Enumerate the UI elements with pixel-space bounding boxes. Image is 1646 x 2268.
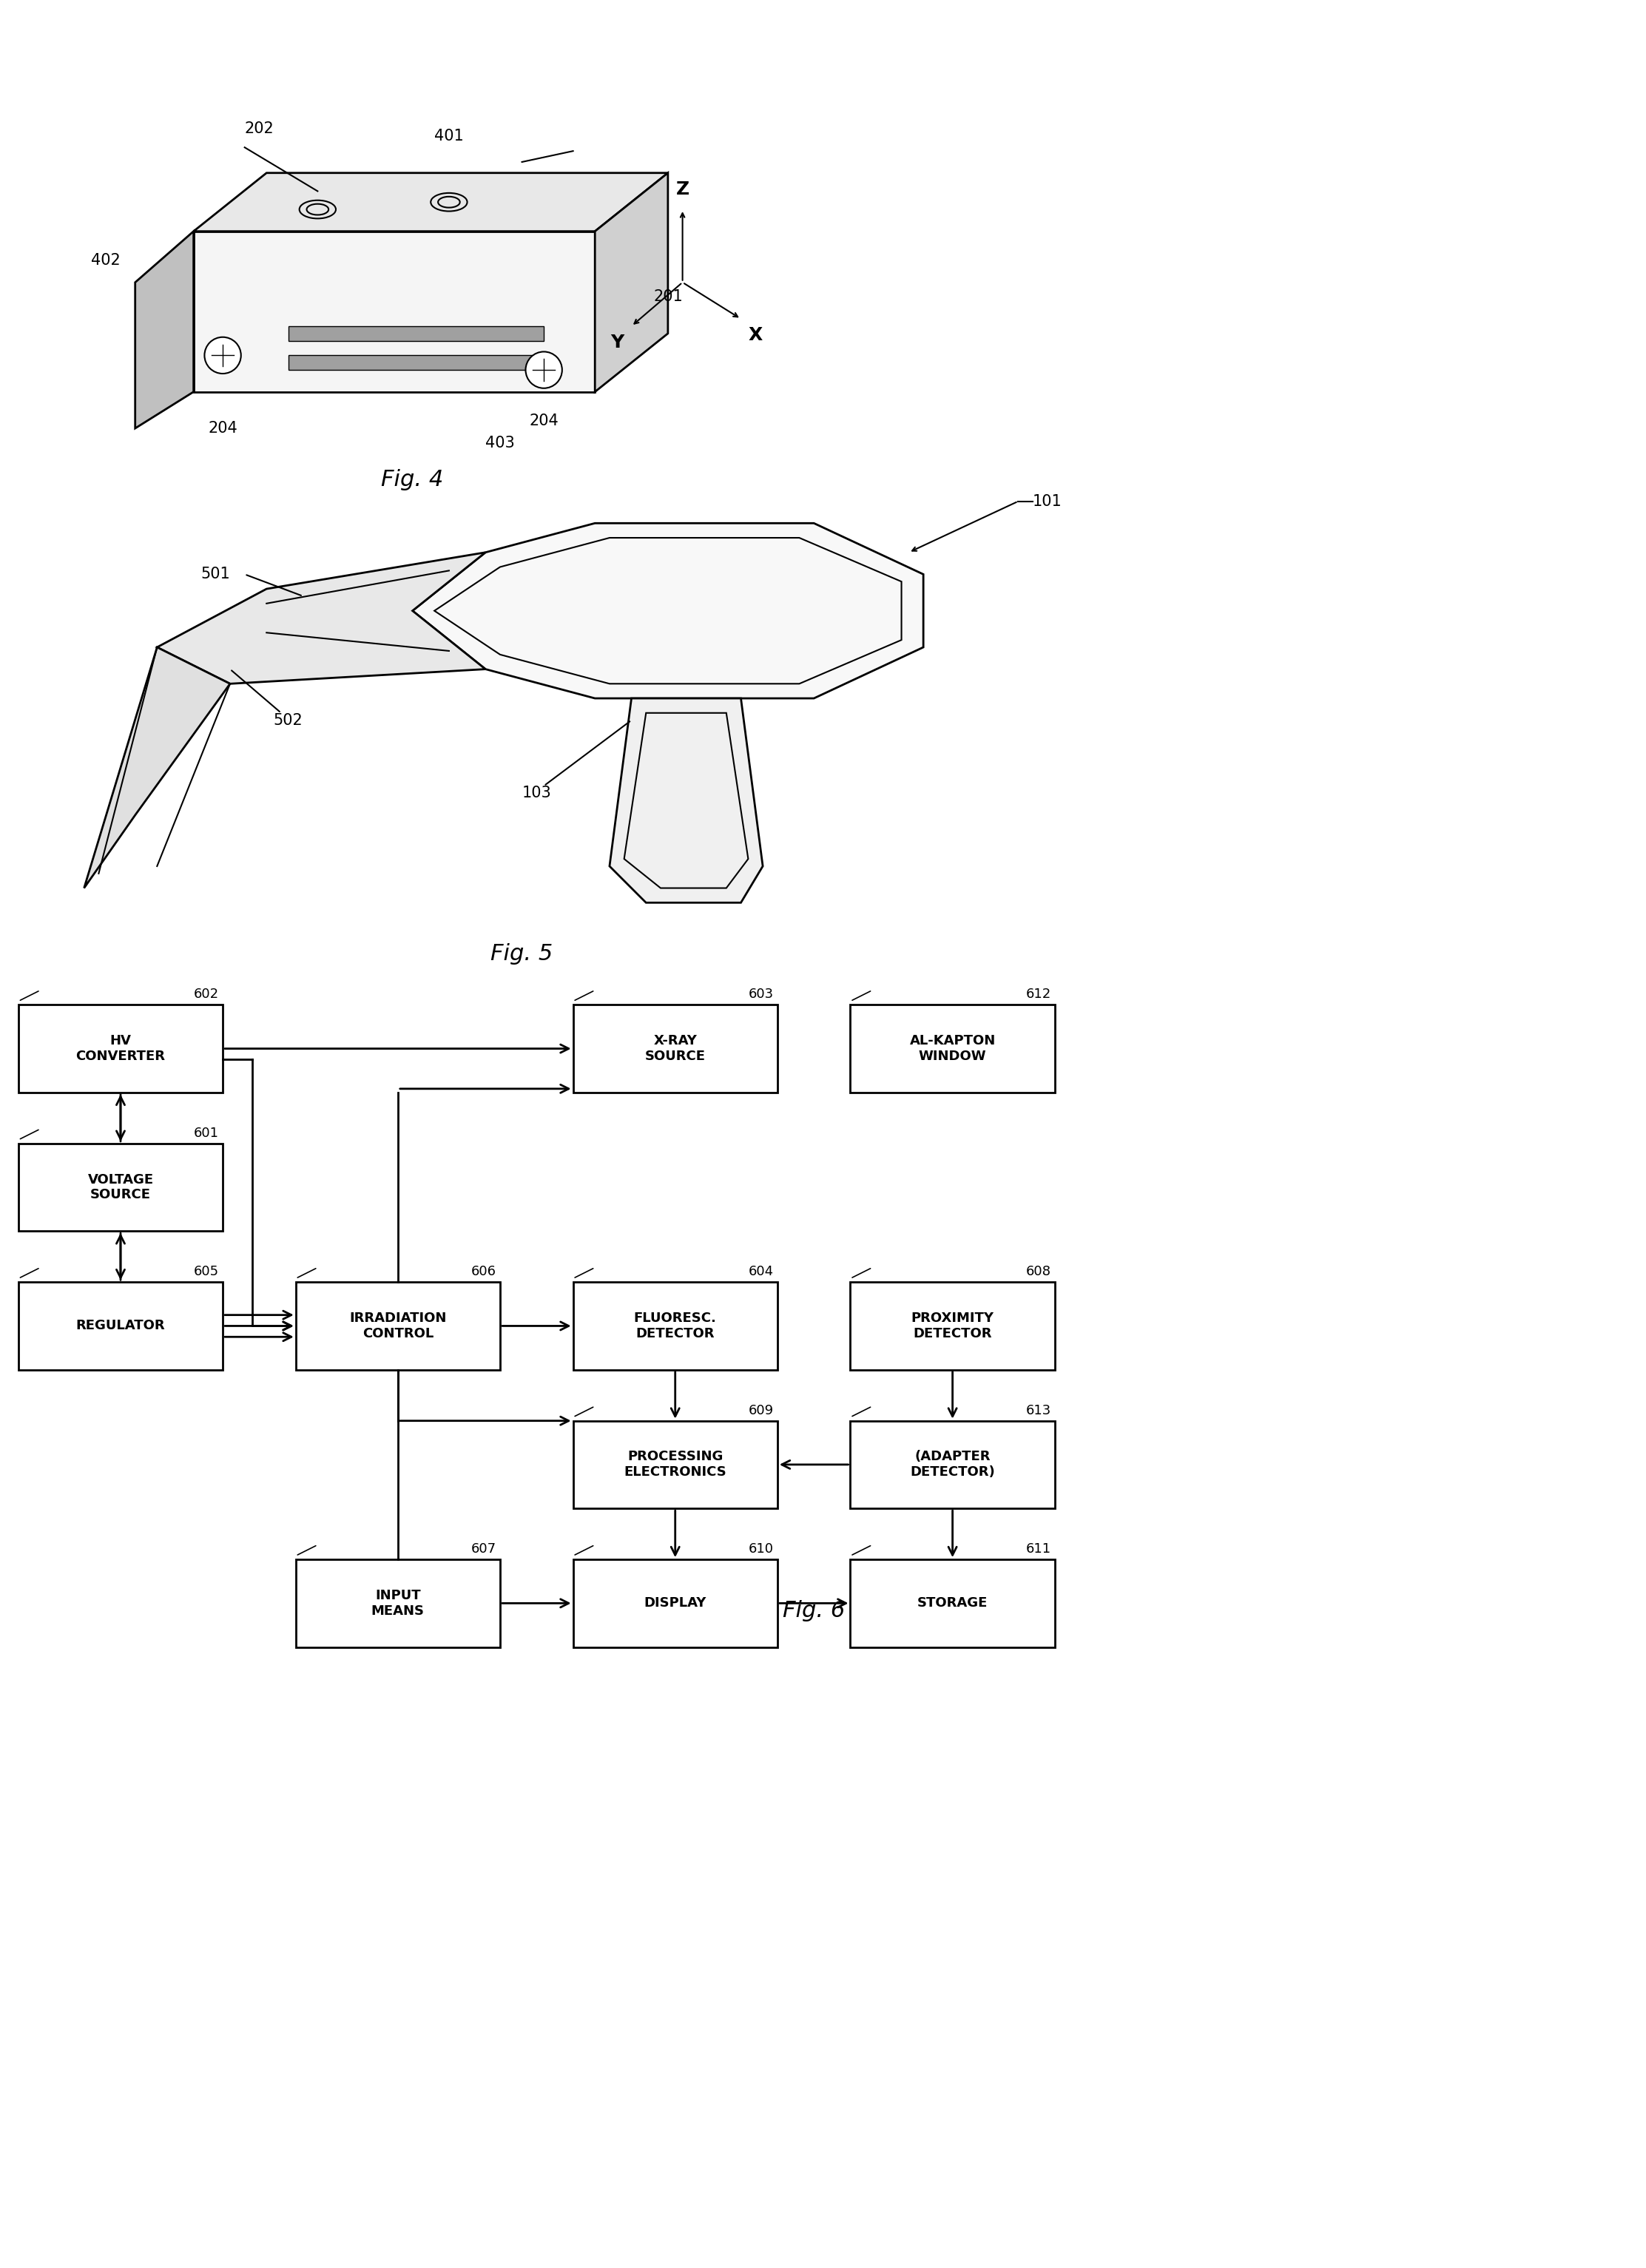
FancyBboxPatch shape — [296, 1281, 500, 1370]
Text: 502: 502 — [273, 712, 303, 728]
Circle shape — [204, 338, 240, 374]
Text: X-RAY
SOURCE: X-RAY SOURCE — [645, 1034, 706, 1064]
Circle shape — [525, 352, 561, 388]
Text: Y: Y — [611, 333, 624, 352]
Text: 601: 601 — [194, 1127, 219, 1141]
Text: Fig. 4: Fig. 4 — [382, 469, 444, 490]
Text: 612: 612 — [1025, 989, 1052, 1000]
FancyBboxPatch shape — [851, 1005, 1055, 1093]
Text: 607: 607 — [471, 1542, 497, 1556]
Text: 204: 204 — [528, 413, 558, 429]
Text: 103: 103 — [522, 785, 551, 801]
Polygon shape — [609, 699, 762, 903]
Text: HV
CONVERTER: HV CONVERTER — [76, 1034, 165, 1064]
Polygon shape — [288, 356, 543, 370]
Text: 609: 609 — [749, 1404, 774, 1418]
FancyBboxPatch shape — [18, 1281, 222, 1370]
FancyBboxPatch shape — [851, 1420, 1055, 1508]
Text: REGULATOR: REGULATOR — [76, 1320, 165, 1334]
FancyBboxPatch shape — [18, 1143, 222, 1232]
FancyBboxPatch shape — [573, 1005, 777, 1093]
Text: FLUORESC.
DETECTOR: FLUORESC. DETECTOR — [634, 1311, 716, 1340]
Text: AL-KAPTON
WINDOW: AL-KAPTON WINDOW — [910, 1034, 996, 1064]
Polygon shape — [194, 231, 594, 392]
FancyBboxPatch shape — [18, 1005, 222, 1093]
FancyBboxPatch shape — [573, 1560, 777, 1647]
Text: 604: 604 — [749, 1266, 774, 1279]
FancyBboxPatch shape — [573, 1281, 777, 1370]
FancyBboxPatch shape — [573, 1420, 777, 1508]
Text: 201: 201 — [653, 290, 683, 304]
Text: PROXIMITY
DETECTOR: PROXIMITY DETECTOR — [912, 1311, 994, 1340]
Text: 603: 603 — [749, 989, 774, 1000]
Text: X: X — [749, 327, 762, 345]
Text: 605: 605 — [194, 1266, 219, 1279]
Text: Fig. 6: Fig. 6 — [783, 1599, 844, 1622]
Text: PROCESSING
ELECTRONICS: PROCESSING ELECTRONICS — [624, 1449, 726, 1479]
Text: DISPLAY: DISPLAY — [644, 1597, 706, 1610]
Text: STORAGE: STORAGE — [917, 1597, 988, 1610]
Text: IRRADIATION
CONTROL: IRRADIATION CONTROL — [349, 1311, 446, 1340]
Text: 202: 202 — [245, 122, 273, 136]
Text: 204: 204 — [207, 422, 237, 435]
Text: Z: Z — [677, 181, 690, 200]
FancyBboxPatch shape — [851, 1281, 1055, 1370]
Text: 101: 101 — [1032, 494, 1062, 508]
Text: VOLTAGE
SOURCE: VOLTAGE SOURCE — [87, 1173, 153, 1202]
Polygon shape — [288, 327, 543, 340]
Text: 602: 602 — [194, 989, 219, 1000]
Text: 401: 401 — [435, 129, 464, 143]
Text: (ADAPTER
DETECTOR): (ADAPTER DETECTOR) — [910, 1449, 994, 1479]
Polygon shape — [194, 172, 668, 231]
Text: 501: 501 — [201, 567, 230, 581]
Polygon shape — [84, 646, 230, 889]
Text: INPUT
MEANS: INPUT MEANS — [372, 1590, 425, 1617]
FancyBboxPatch shape — [296, 1560, 500, 1647]
Text: 611: 611 — [1025, 1542, 1052, 1556]
Polygon shape — [594, 172, 668, 392]
Text: 613: 613 — [1025, 1404, 1052, 1418]
Text: 608: 608 — [1025, 1266, 1052, 1279]
Polygon shape — [413, 524, 923, 699]
Polygon shape — [156, 553, 486, 683]
Text: 402: 402 — [91, 254, 120, 268]
Text: 606: 606 — [471, 1266, 497, 1279]
FancyBboxPatch shape — [851, 1560, 1055, 1647]
Text: Fig. 5: Fig. 5 — [491, 943, 553, 964]
Text: 403: 403 — [486, 435, 515, 451]
Text: 610: 610 — [749, 1542, 774, 1556]
Polygon shape — [135, 231, 194, 429]
